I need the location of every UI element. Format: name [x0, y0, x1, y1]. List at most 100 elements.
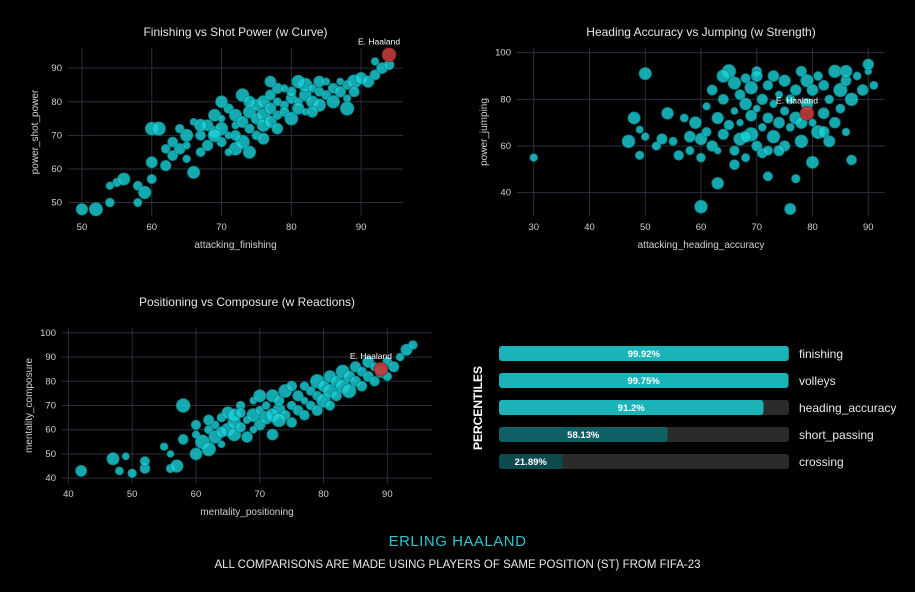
y-tick-label: 90	[51, 63, 62, 74]
chart-title: Positioning vs Composure (w Reactions)	[139, 295, 355, 309]
scatter-point	[762, 80, 774, 91]
x-tick-label: 50	[77, 222, 88, 233]
y-tick-label: 60	[45, 425, 56, 436]
scatter-point	[790, 84, 802, 96]
scatter-point	[741, 153, 751, 163]
x-tick-label: 90	[382, 489, 393, 500]
scatter-point	[201, 441, 216, 457]
scatter-point	[242, 145, 257, 159]
scatter-point	[791, 174, 801, 184]
scatter-point	[784, 203, 797, 215]
scatter-point	[159, 442, 169, 451]
positioning-vs-composure-chart: Positioning vs Composure (w Reactions) 40…	[24, 295, 432, 518]
scatter-point	[261, 401, 271, 410]
scatter-point	[839, 64, 853, 78]
highlight-point	[799, 105, 815, 121]
scatter-point	[869, 80, 879, 90]
scatter-point	[785, 122, 795, 132]
scatter-point	[167, 150, 179, 161]
scatter-point	[343, 94, 352, 103]
x-tick-label: 60	[191, 489, 202, 500]
percentile-bar	[499, 454, 563, 469]
scatter-point	[679, 113, 689, 123]
scatter-point	[685, 146, 695, 156]
scatter-point	[833, 82, 848, 98]
scatter-point	[264, 102, 277, 115]
scatter-point	[794, 134, 809, 149]
y-axis-label: power_shot_power	[30, 89, 41, 174]
scatter-point	[75, 203, 89, 216]
scatter-point	[75, 464, 88, 477]
scatter-point	[133, 198, 143, 208]
scatter-point	[207, 128, 222, 143]
scatter-point	[105, 197, 115, 208]
footer-note: ALL COMPARISONS ARE MADE USING PLAYERS O…	[214, 559, 701, 571]
scatter-point	[291, 74, 306, 89]
scatter-point	[244, 123, 255, 134]
scatter-point	[177, 434, 189, 445]
scatter-point	[701, 127, 712, 137]
scatter-point	[835, 103, 846, 114]
scatter-point	[187, 165, 201, 179]
scatter-point	[635, 150, 645, 160]
scatter-point	[243, 95, 256, 108]
scatter-point	[651, 141, 662, 151]
scatter-point	[266, 428, 279, 441]
scatter-point	[668, 136, 678, 146]
y-axis-label: mentality_composure	[24, 358, 35, 453]
highlight-label: E. Haaland	[776, 95, 818, 105]
scatter-point	[694, 199, 708, 214]
scatter-point	[264, 75, 277, 88]
scatter-point	[739, 130, 752, 143]
scatter-point	[139, 456, 150, 467]
scatter-point	[529, 153, 538, 162]
scatter-point	[711, 111, 724, 125]
scatter-point	[736, 118, 744, 127]
scatter-point	[762, 145, 773, 156]
scatter-point	[638, 67, 652, 81]
scatter-point	[769, 99, 778, 109]
scatter-point	[235, 407, 246, 419]
scatter-point	[313, 75, 326, 88]
scatter-point	[348, 86, 360, 98]
scatter-point	[195, 130, 206, 141]
percentiles-axis-label: PERCENTILES	[471, 366, 485, 450]
scatter-point	[740, 73, 751, 84]
scatter-point	[841, 127, 851, 137]
scatter-point	[217, 440, 226, 449]
scatter-point	[773, 116, 786, 129]
percentile-value: 99.75%	[628, 376, 661, 387]
x-tick-label: 90	[863, 222, 874, 233]
scatter-point	[817, 107, 830, 120]
x-tick-label: 40	[584, 222, 595, 233]
scatter-point	[370, 57, 380, 66]
scatter-point	[167, 136, 179, 148]
x-tick-label: 70	[254, 489, 265, 500]
scatter-point	[241, 431, 253, 443]
scatter-point	[300, 396, 309, 405]
scatter-point	[823, 135, 836, 148]
scatter-point	[745, 109, 758, 122]
scatter-point	[326, 95, 340, 109]
scatter-point	[408, 340, 418, 350]
percentile-bar	[499, 346, 789, 361]
scatter-point	[395, 352, 405, 362]
x-tick-label: 80	[286, 222, 297, 233]
scatter-point	[824, 94, 834, 105]
scatter-point	[775, 90, 784, 99]
x-axis-label: attacking_heading_accuracy	[638, 240, 765, 251]
y-tick-label: 60	[51, 164, 62, 175]
scatter-point	[286, 380, 298, 392]
scatter-point	[170, 459, 184, 473]
scatter-point	[271, 122, 284, 135]
scatter-point	[273, 395, 285, 407]
scatter-point	[224, 148, 233, 157]
scatter-point	[361, 75, 375, 88]
scatter-point	[388, 361, 400, 373]
y-tick-label: 80	[51, 97, 62, 108]
scatter-point	[739, 97, 752, 111]
scatter-point	[744, 80, 758, 95]
scatter-point	[683, 130, 696, 143]
percentile-value: 91.2%	[618, 403, 645, 414]
scatter-point	[627, 111, 641, 125]
